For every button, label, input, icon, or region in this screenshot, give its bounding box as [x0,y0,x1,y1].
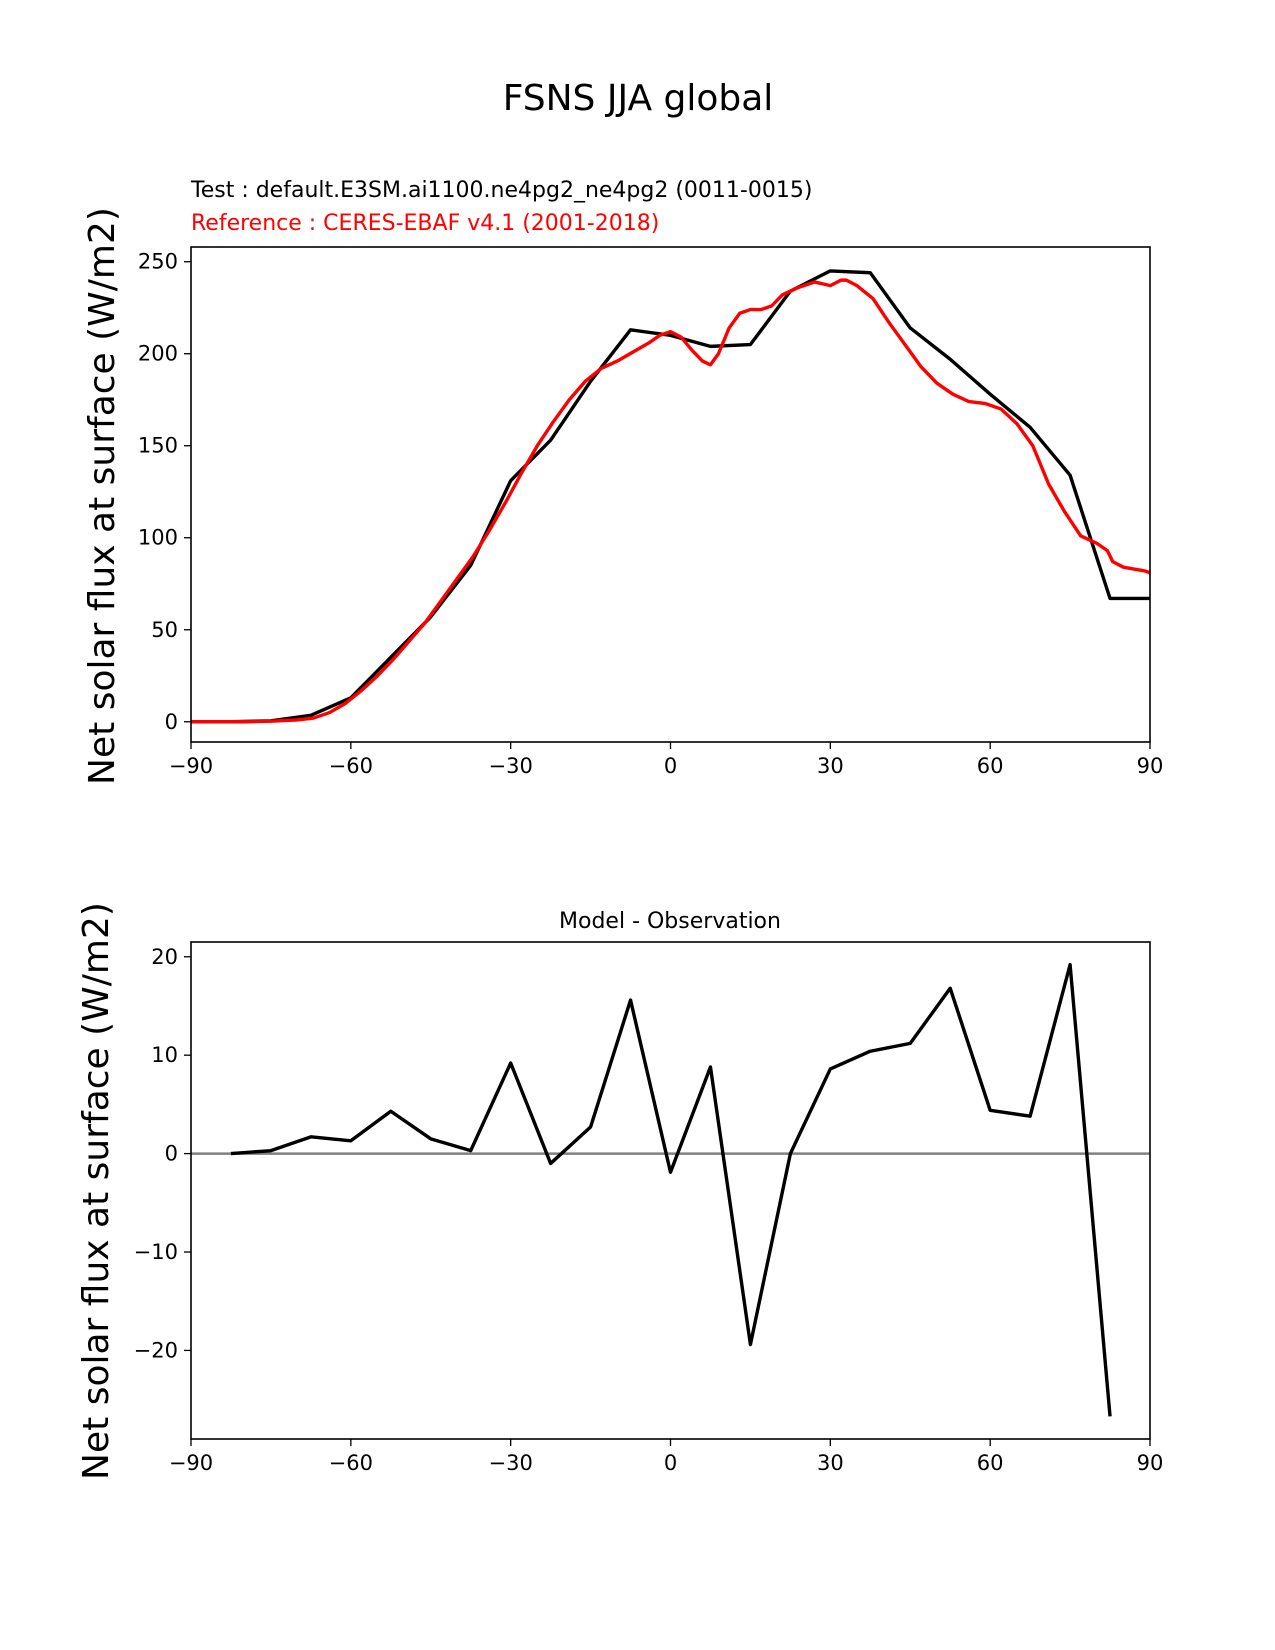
y-tick-label: −10 [134,1240,178,1264]
top-plot-frame [190,246,1151,743]
x-tick-label: 90 [1137,1451,1164,1475]
y-tick-label: −20 [134,1338,178,1362]
x-tick-label: −90 [169,754,213,778]
y-tick-label: 50 [151,618,178,642]
figure-title: FSNS JJA global [503,78,774,119]
x-tick-label: 0 [664,1451,677,1475]
test-label: Test : default.E3SM.ai1100.ne4pg2_ne4pg2… [190,178,812,203]
bottom-y-axis-label: Net solar flux at surface (W/m2) [76,902,117,1480]
reference-label: Reference : CERES-EBAF v4.1 (2001-2018) [191,211,659,236]
reference-series-line [191,278,1151,724]
x-tick-label: −60 [329,1451,373,1475]
panel-bottom: Model - Observation Net solar flux at su… [76,902,1163,1480]
x-tick-label: −90 [169,1451,213,1475]
y-tick-label: 0 [165,1142,178,1166]
y-tick-label: 100 [138,526,178,550]
x-tick-label: 30 [817,1451,844,1475]
diff-series-line [230,962,1112,1417]
x-tick-label: 60 [977,754,1004,778]
top-y-axis-label: Net solar flux at surface (W/m2) [82,207,123,785]
x-tick-label: 30 [817,754,844,778]
x-tick-label: 0 [664,754,677,778]
y-tick-label: 250 [138,250,178,274]
y-tick-label: 20 [151,945,178,969]
y-tick-label: 0 [165,710,178,734]
y-tick-label: 10 [151,1043,178,1067]
bottom-title: Model - Observation [559,909,781,934]
y-tick-label: 200 [138,342,178,366]
panel-top: Test : default.E3SM.ai1100.ne4pg2_ne4pg2… [82,178,1163,785]
test-series-line [191,269,1150,724]
x-tick-label: 90 [1137,754,1164,778]
x-tick-label: −30 [489,1451,533,1475]
x-tick-label: −60 [329,754,373,778]
bottom-plot-frame [190,941,1151,1440]
x-tick-label: −30 [489,754,533,778]
y-tick-label: 150 [138,434,178,458]
x-tick-label: 60 [977,1451,1004,1475]
